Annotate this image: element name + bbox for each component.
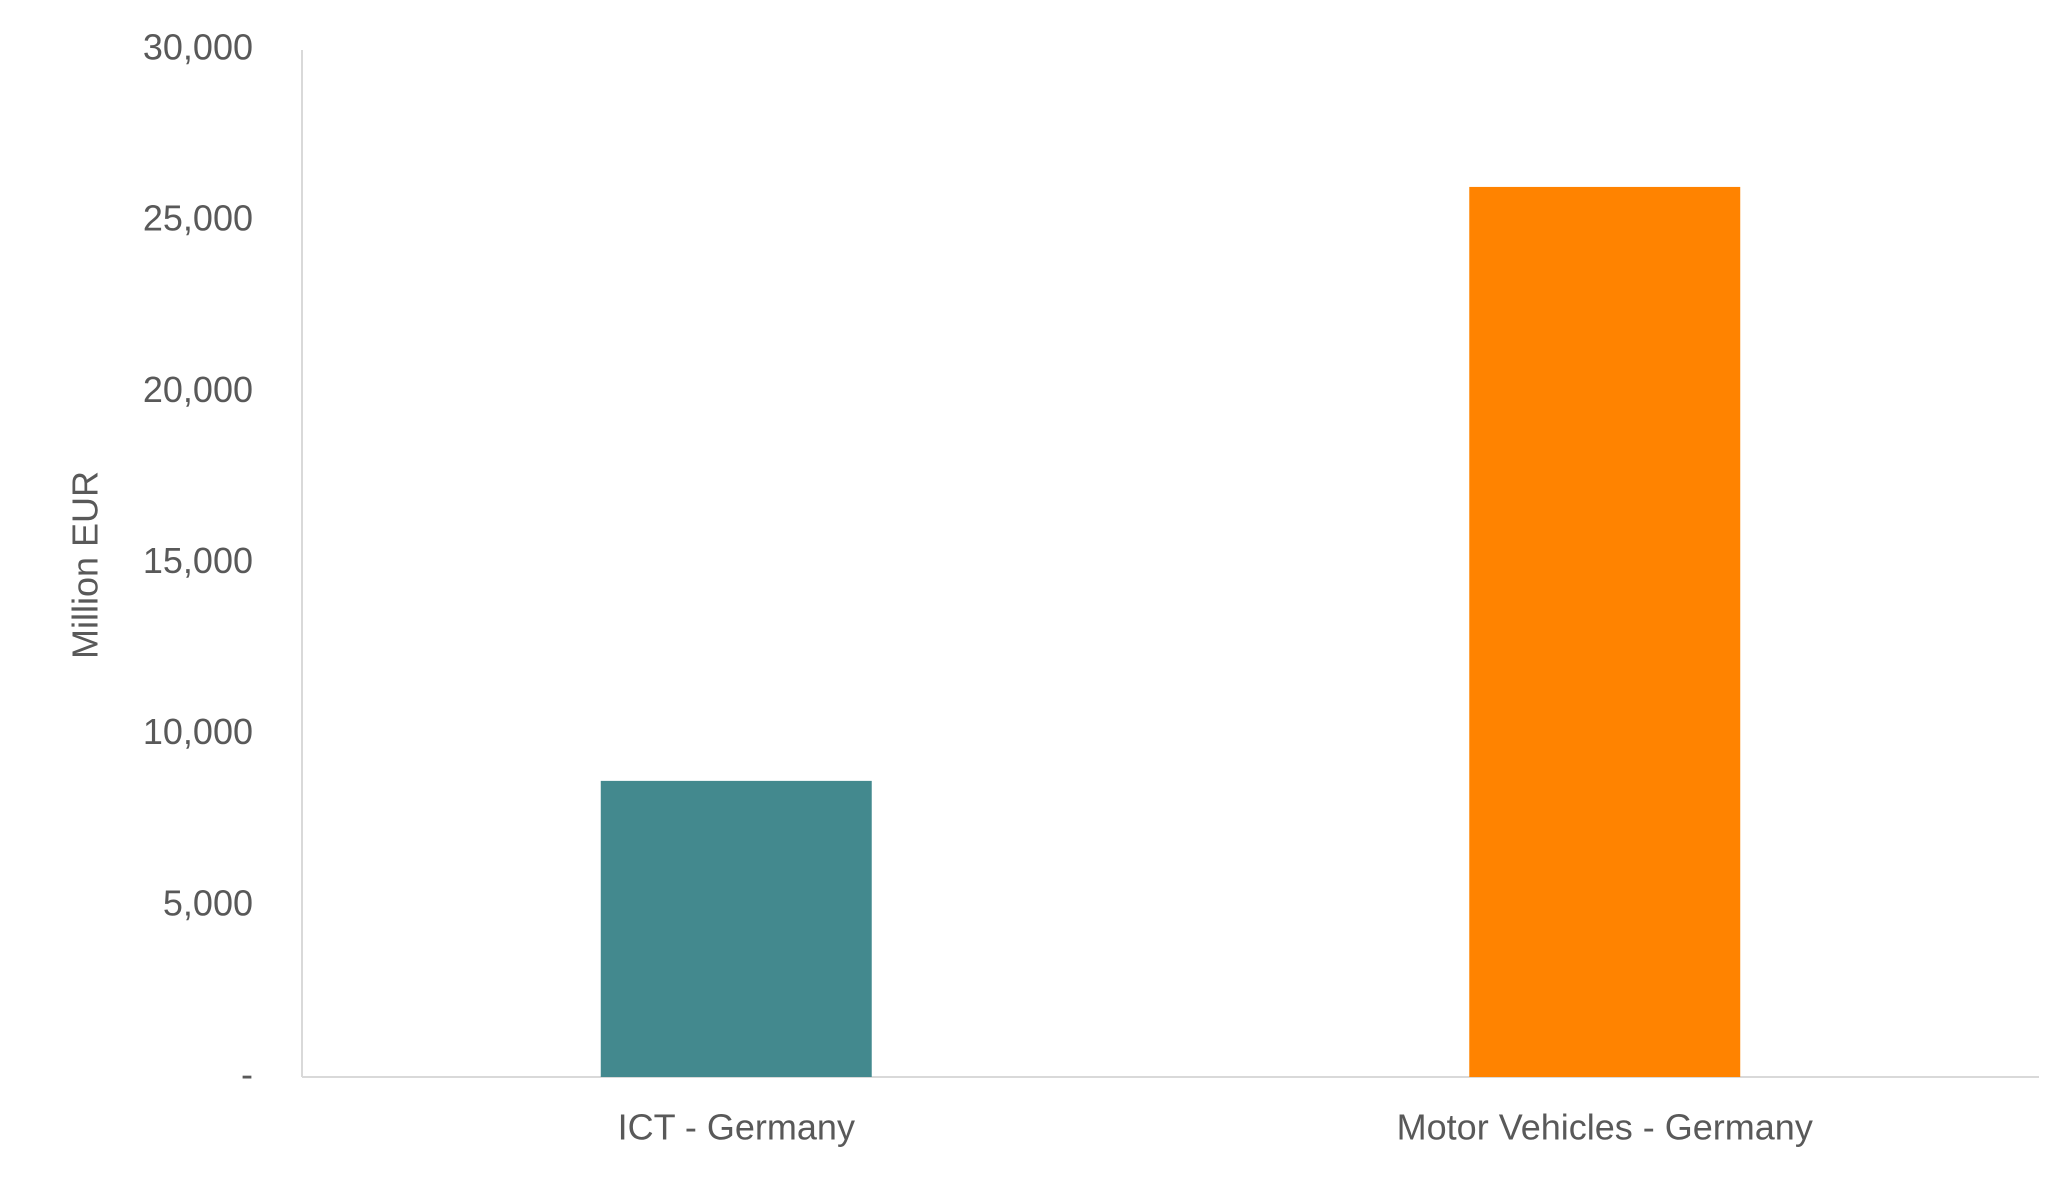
y-tick-label: 15,000: [143, 540, 253, 581]
y-tick-label: 5,000: [163, 882, 253, 923]
y-tick-label: 10,000: [143, 711, 253, 752]
y-tick-label: 25,000: [143, 198, 253, 239]
bar: [600, 780, 872, 1077]
bar: [1469, 186, 1741, 1077]
y-tick-label: -: [241, 1054, 253, 1095]
y-axis-title: Million EUR: [65, 471, 106, 659]
y-tick-label: 30,000: [143, 27, 253, 68]
x-tick-label: Motor Vehicles - Germany: [1397, 1107, 1813, 1148]
x-tick-label: ICT - Germany: [618, 1107, 855, 1148]
y-tick-label: 20,000: [143, 369, 253, 410]
